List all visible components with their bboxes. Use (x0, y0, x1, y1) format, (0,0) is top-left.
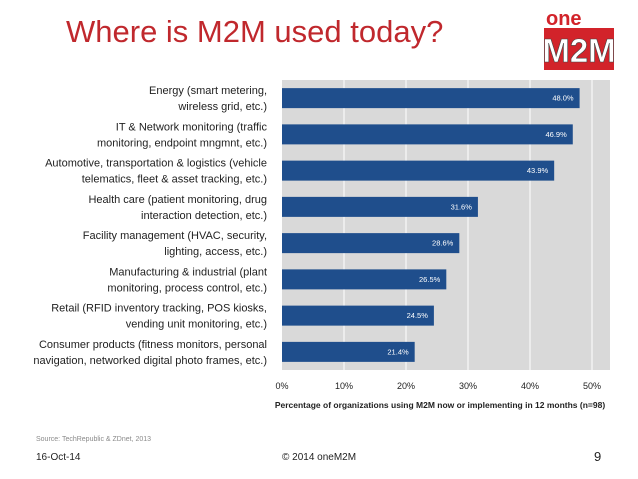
x-tick-label: 40% (521, 381, 539, 391)
category-label: Facility management (HVAC, security, (83, 230, 267, 242)
data-label: 28.6% (432, 239, 454, 248)
data-label: 46.9% (545, 130, 567, 139)
category-label: Manufacturing & industrial (plant (109, 266, 267, 278)
x-tick-label: 0% (275, 381, 288, 391)
logo-one-text: one (546, 8, 582, 30)
data-label: 26.5% (419, 275, 441, 284)
x-tick-label: 20% (397, 381, 415, 391)
category-label: interaction detection, etc.) (141, 210, 267, 222)
data-label: 31.6% (451, 202, 473, 211)
category-label: Retail (RFID inventory tracking, POS kio… (51, 303, 267, 315)
slide-title: Where is M2M used today? (66, 14, 444, 49)
plot-area (282, 80, 610, 370)
x-tick-label: 30% (459, 381, 477, 391)
bar (282, 305, 434, 326)
logo-box (544, 28, 614, 70)
onem2m-logo: one M2M (542, 8, 616, 70)
category-label: vending unit monitoring, etc.) (126, 319, 267, 331)
category-label: Energy (smart metering, (149, 85, 267, 97)
category-label: Health care (patient monitoring, drug (88, 194, 267, 206)
category-label: monitoring, endpoint mngmnt, etc.) (97, 137, 267, 149)
category-label: Consumer products (fitness monitors, per… (39, 339, 267, 351)
bar (282, 196, 478, 217)
data-label: 21.4% (387, 347, 409, 356)
footer-date: 16-Oct-14 (36, 452, 81, 463)
logo-m2m-text: M2M (542, 32, 615, 69)
category-label: lighting, access, etc.) (164, 246, 267, 258)
category-label: monitoring, process control, etc.) (107, 282, 267, 294)
category-label: navigation, networked digital photo fram… (33, 355, 267, 367)
footer-copyright: © 2014 oneM2M (282, 452, 357, 463)
data-label: 24.5% (407, 311, 429, 320)
bar (282, 124, 573, 145)
category-label: telematics, fleet & asset tracking, etc.… (82, 174, 267, 186)
bar (282, 269, 447, 290)
data-label: 48.0% (552, 94, 574, 103)
source-note: Source: TechRepublic & ZDnet, 2013 (36, 436, 152, 443)
category-label: Automotive, transportation & logistics (… (45, 158, 267, 170)
bar (282, 233, 460, 254)
category-label: wireless grid, etc.) (177, 101, 267, 113)
bar (282, 341, 415, 362)
category-label: IT & Network monitoring (traffic (116, 121, 268, 133)
x-tick-label: 50% (583, 381, 601, 391)
bar (282, 88, 580, 109)
data-label: 43.9% (527, 166, 549, 175)
page-number: 9 (594, 449, 602, 464)
x-tick-label: 10% (335, 381, 353, 391)
m2m-usage-bar-chart: 0% 10% 20% 30% 40% 50% 48.0% Energy (smart mete… (33, 80, 610, 410)
x-axis-title: Percentage of organizations using M2M no… (275, 400, 606, 410)
bar (282, 160, 555, 181)
